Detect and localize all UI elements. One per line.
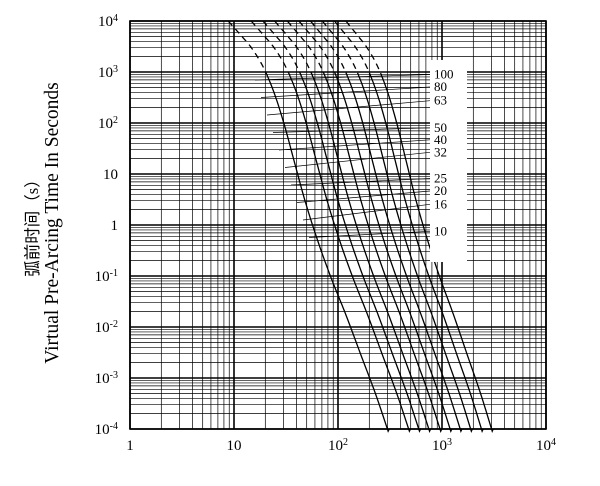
svg-text:10: 10 [434, 223, 447, 238]
svg-text:16: 16 [434, 196, 448, 211]
svg-text:1: 1 [111, 218, 119, 234]
svg-text:32: 32 [434, 144, 447, 159]
svg-text:10: 10 [227, 438, 242, 454]
svg-text:10: 10 [103, 167, 118, 183]
svg-text:1: 1 [126, 438, 134, 454]
svg-text:Virtual Pre-Arcing Time In Sec: Virtual Pre-Arcing Time In Seconds [42, 82, 63, 364]
svg-text:63: 63 [434, 93, 447, 108]
svg-text:弧前时间（s）: 弧前时间（s） [23, 171, 42, 276]
